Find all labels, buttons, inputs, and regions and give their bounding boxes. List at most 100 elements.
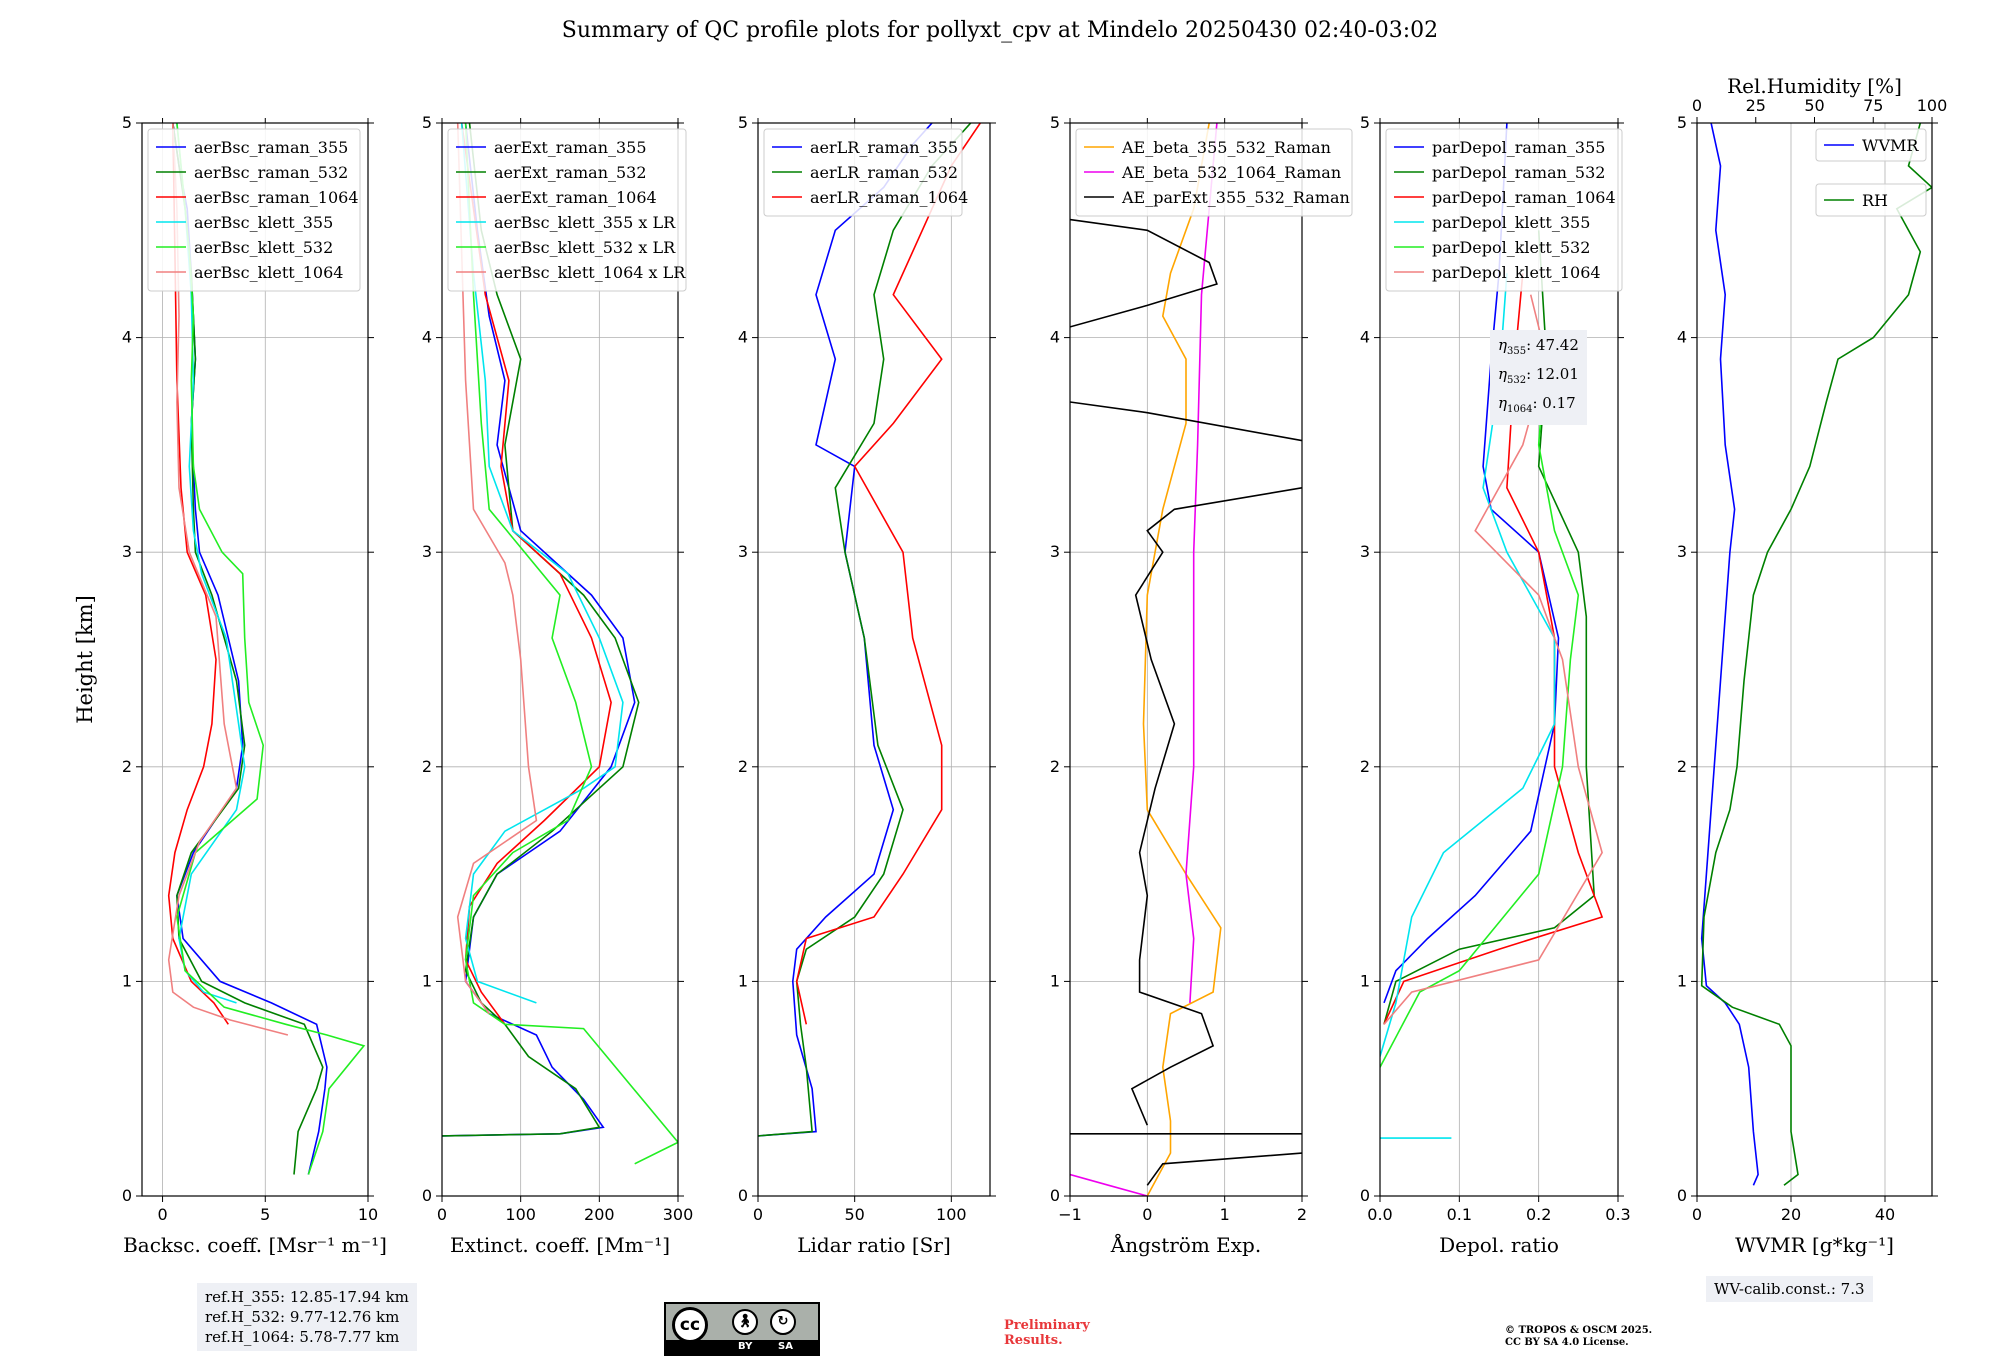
series-line-aerBsc_raman_1064: [167, 123, 229, 1025]
y-tick-label: 2: [1050, 757, 1060, 776]
y-tick-label: 2: [422, 757, 432, 776]
series-line-AE_beta_532_1064_Raman: [1185, 123, 1218, 1003]
legend-label: aerBsc_raman_1064: [194, 188, 359, 207]
series-line-AE_parExt_355_532_Raman: [1130, 487, 1302, 1126]
ref-height-1064: ref.H_1064: 5.78-7.77 km: [205, 1328, 400, 1346]
series-line-aerBsc_klett_532 x LR: [464, 123, 678, 1165]
eta-box: η355: 47.42 η532: 12.01 η1064: 0.17: [1490, 330, 1587, 425]
panel-1: 0 5 10 0 1 2 3 4 5 Backsc. coeff. [Msr⁻¹ m⁻¹] Heig…: [73, 113, 387, 1257]
y-tick-label: 4: [422, 328, 432, 347]
x2-axis-label: Rel.Humidity [%]: [1727, 74, 1902, 98]
legend-label: parDepol_klett_532: [1432, 238, 1590, 257]
x-axis-label: Ångström Exp.: [1110, 1232, 1261, 1257]
legend-label: aerBsc_klett_355: [194, 213, 333, 232]
series-line-aerExt_raman_355: [442, 123, 636, 1137]
x-tick-label: −1: [1058, 1205, 1082, 1224]
sa-label: SA: [778, 1341, 793, 1352]
preliminary-note: Preliminary Results.: [1004, 1318, 1090, 1348]
x-tick-label: 0: [157, 1205, 167, 1224]
y-tick-label: 3: [1360, 542, 1370, 561]
legend-box: [147, 128, 361, 292]
y-tick-label: 2: [1360, 757, 1370, 776]
legend-label: parDepol_klett_355: [1432, 213, 1590, 232]
legend-label: aerBsc_klett_532 x LR: [494, 238, 676, 257]
axes-frame: [141, 122, 369, 1197]
y-tick-label: 5: [738, 113, 748, 132]
series-line-AE_parExt_355_532_Raman: [1070, 401, 1302, 442]
x-tick-label: 0.1: [1447, 1205, 1472, 1224]
y-tick-label: 0: [1050, 1186, 1060, 1205]
legend-box: [447, 128, 687, 292]
series-line-AE_beta_355_532_Raman: [1142, 123, 1222, 1196]
cc-license-badge: cc 🚶︎ ↻ BY SA: [664, 1302, 820, 1356]
y-tick-label: 5: [422, 113, 432, 132]
series-line-AE_parExt_355_532_Raman: [1070, 218, 1218, 328]
y-axis-label: Height [km]: [73, 595, 97, 724]
by-label: BY: [738, 1341, 753, 1352]
copyright-note: © TROPOS & OSCM 2025. CC BY SA 4.0 Licen…: [1505, 1325, 1652, 1349]
axes-frame: [757, 122, 991, 1197]
x2-tick-label: 0: [1692, 96, 1702, 115]
series-line-AE_beta_532_1064_Raman: [1070, 1173, 1148, 1196]
y-tick-label: 5: [1677, 113, 1687, 132]
x2-tick-label: 50: [1804, 96, 1824, 115]
legend-label: aerBsc_klett_1064 x LR: [494, 263, 686, 282]
figure-title: Summary of QC profile plots for pollyxt_…: [561, 18, 1439, 43]
axes-frame: [1069, 122, 1303, 1197]
x-tick-label: 1: [1220, 1205, 1230, 1224]
legend-label: aerLR_raman_1064: [810, 188, 968, 207]
x2-tick-label: 100: [1917, 96, 1948, 115]
legend-label: aerBsc_raman_355: [194, 138, 348, 157]
series-line-parDepol_raman_532: [1383, 230, 1596, 1025]
series-line-aerBsc_klett_355 x LR: [460, 123, 624, 1004]
y-tick-label: 1: [422, 971, 432, 990]
y-tick-label: 1: [1050, 971, 1060, 990]
panel-5: 0.0 0.1 0.2 0.3 0 1 2 3 4 5 Depol. ratio parDepol_r…: [1360, 113, 1631, 1257]
copyright-line-2: CC BY SA 4.0 License.: [1505, 1337, 1629, 1348]
legend-label: aerBsc_klett_532: [194, 238, 333, 257]
series-line-aerBsc_klett_532: [176, 123, 366, 1175]
axes-frame: [1696, 122, 1933, 1197]
y-tick-label: 4: [1360, 328, 1370, 347]
x-axis-label: WVMR [g*kg⁻¹]: [1735, 1233, 1894, 1257]
legend-label: parDepol_klett_1064: [1432, 263, 1601, 282]
eta-line-355: η355: 47.42: [1498, 336, 1579, 357]
x-tick-label: 10: [358, 1205, 378, 1224]
x-tick-label: 100: [505, 1205, 536, 1224]
legend-label: aerBsc_raman_532: [194, 163, 348, 182]
x-tick-label: 0.0: [1367, 1205, 1392, 1224]
axes-frame: [1379, 122, 1619, 1197]
legend-label: AE_beta_532_1064_Raman: [1121, 163, 1341, 182]
legend-label: parDepol_raman_532: [1432, 163, 1605, 182]
y-tick-label: 0: [122, 1186, 132, 1205]
x-tick-label: 2: [1297, 1205, 1307, 1224]
y-tick-label: 0: [1677, 1186, 1687, 1205]
legend-label: parDepol_raman_355: [1432, 138, 1605, 157]
legend-label: aerLR_raman_355: [810, 138, 958, 157]
y-tick-label: 3: [422, 542, 432, 561]
legend-box: [1075, 128, 1353, 217]
ref-height-355: ref.H_355: 12.85-17.94 km: [205, 1288, 409, 1306]
y-tick-label: 2: [122, 757, 132, 776]
x-axis-label: Lidar ratio [Sr]: [797, 1233, 951, 1257]
cc-logo-icon: cc: [672, 1307, 708, 1343]
y-tick-label: 3: [738, 542, 748, 561]
series-line-aerExt_raman_532: [442, 123, 640, 1137]
legend-label: aerBsc_klett_355 x LR: [494, 213, 676, 232]
legend-label: aerBsc_klett_1064: [194, 263, 343, 282]
series-line-aerBsc_klett_1064 x LR: [456, 123, 538, 1015]
preliminary-line-1: Preliminary: [1004, 1318, 1090, 1333]
x-tick-label: 0.3: [1605, 1205, 1630, 1224]
legend-label: AE_parExt_355_532_Raman: [1121, 188, 1350, 207]
legend-box: [763, 128, 963, 217]
x-tick-label: 300: [663, 1205, 694, 1224]
x-tick-label: 20: [1781, 1205, 1801, 1224]
legend-label: WVMR: [1862, 136, 1919, 155]
series-line-parDepol_klett_355: [1380, 273, 1556, 1057]
x-tick-label: 0: [437, 1205, 447, 1224]
series-line-aerLR_raman_532: [758, 123, 972, 1137]
series-line-aerLR_raman_355: [758, 123, 933, 1137]
